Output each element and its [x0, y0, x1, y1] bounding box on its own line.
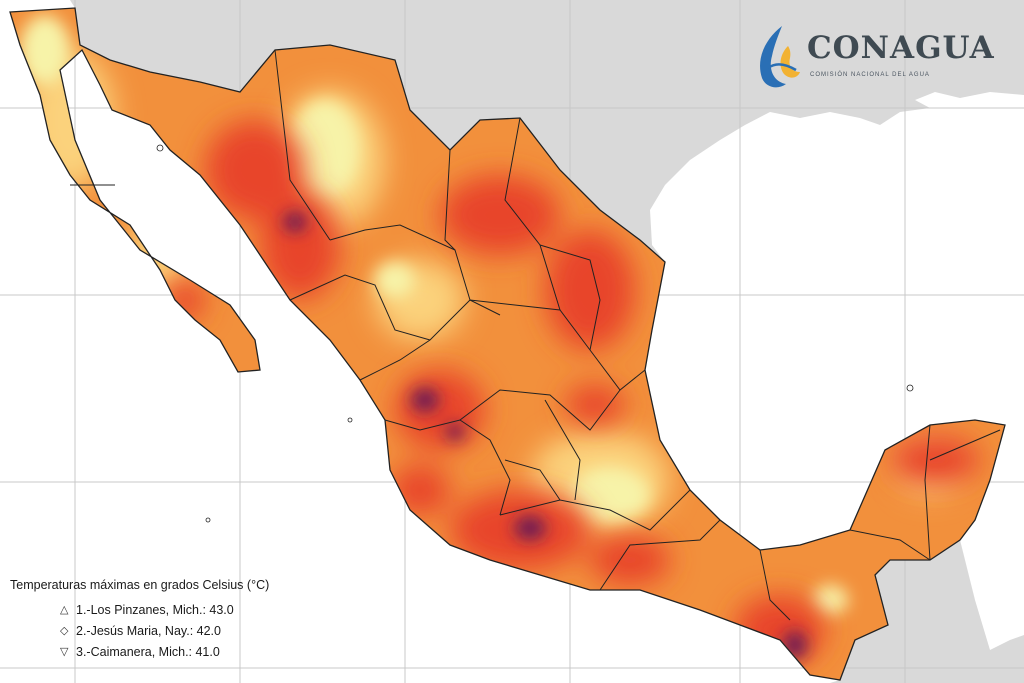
- triangle-up-icon: △: [60, 604, 69, 616]
- legend-item: ▽ 3.-Caimanera, Mich.: 41.0: [10, 641, 269, 662]
- logo-wordmark: CONAGUA: [807, 30, 995, 66]
- legend-item: ◇ 2.-Jesús Maria, Nay.: 42.0: [10, 620, 269, 641]
- conagua-logo: CONAGUA COMISIÓN NACIONAL DEL AGUA: [752, 22, 995, 92]
- hottest-zones: [283, 212, 807, 659]
- islands: [156, 144, 914, 523]
- mexico-coastline: [9, 7, 1006, 681]
- legend-item-text: 3.-Caimanera, Mich.: 41.0: [76, 644, 220, 659]
- legend-item-text: 1.-Los Pinzanes, Mich.: 43.0: [76, 602, 234, 617]
- legend-item-text: 2.-Jesús Maria, Nay.: 42.0: [76, 623, 221, 638]
- map-legend: Temperaturas máximas en grados Celsius (…: [10, 578, 269, 662]
- logo-subtitle: COMISIÓN NACIONAL DEL AGUA: [810, 72, 930, 78]
- diamond-icon: ◇: [60, 625, 69, 637]
- water-wave-icon: [760, 26, 800, 88]
- legend-item: △ 1.-Los Pinzanes, Mich.: 43.0: [10, 599, 269, 620]
- state-borders: [70, 49, 1001, 621]
- cool-zones: [20, 15, 848, 615]
- legend-title: Temperaturas máximas en grados Celsius (…: [10, 578, 270, 592]
- triangle-down-icon: ▽: [60, 646, 69, 658]
- hot-zones: [165, 120, 980, 665]
